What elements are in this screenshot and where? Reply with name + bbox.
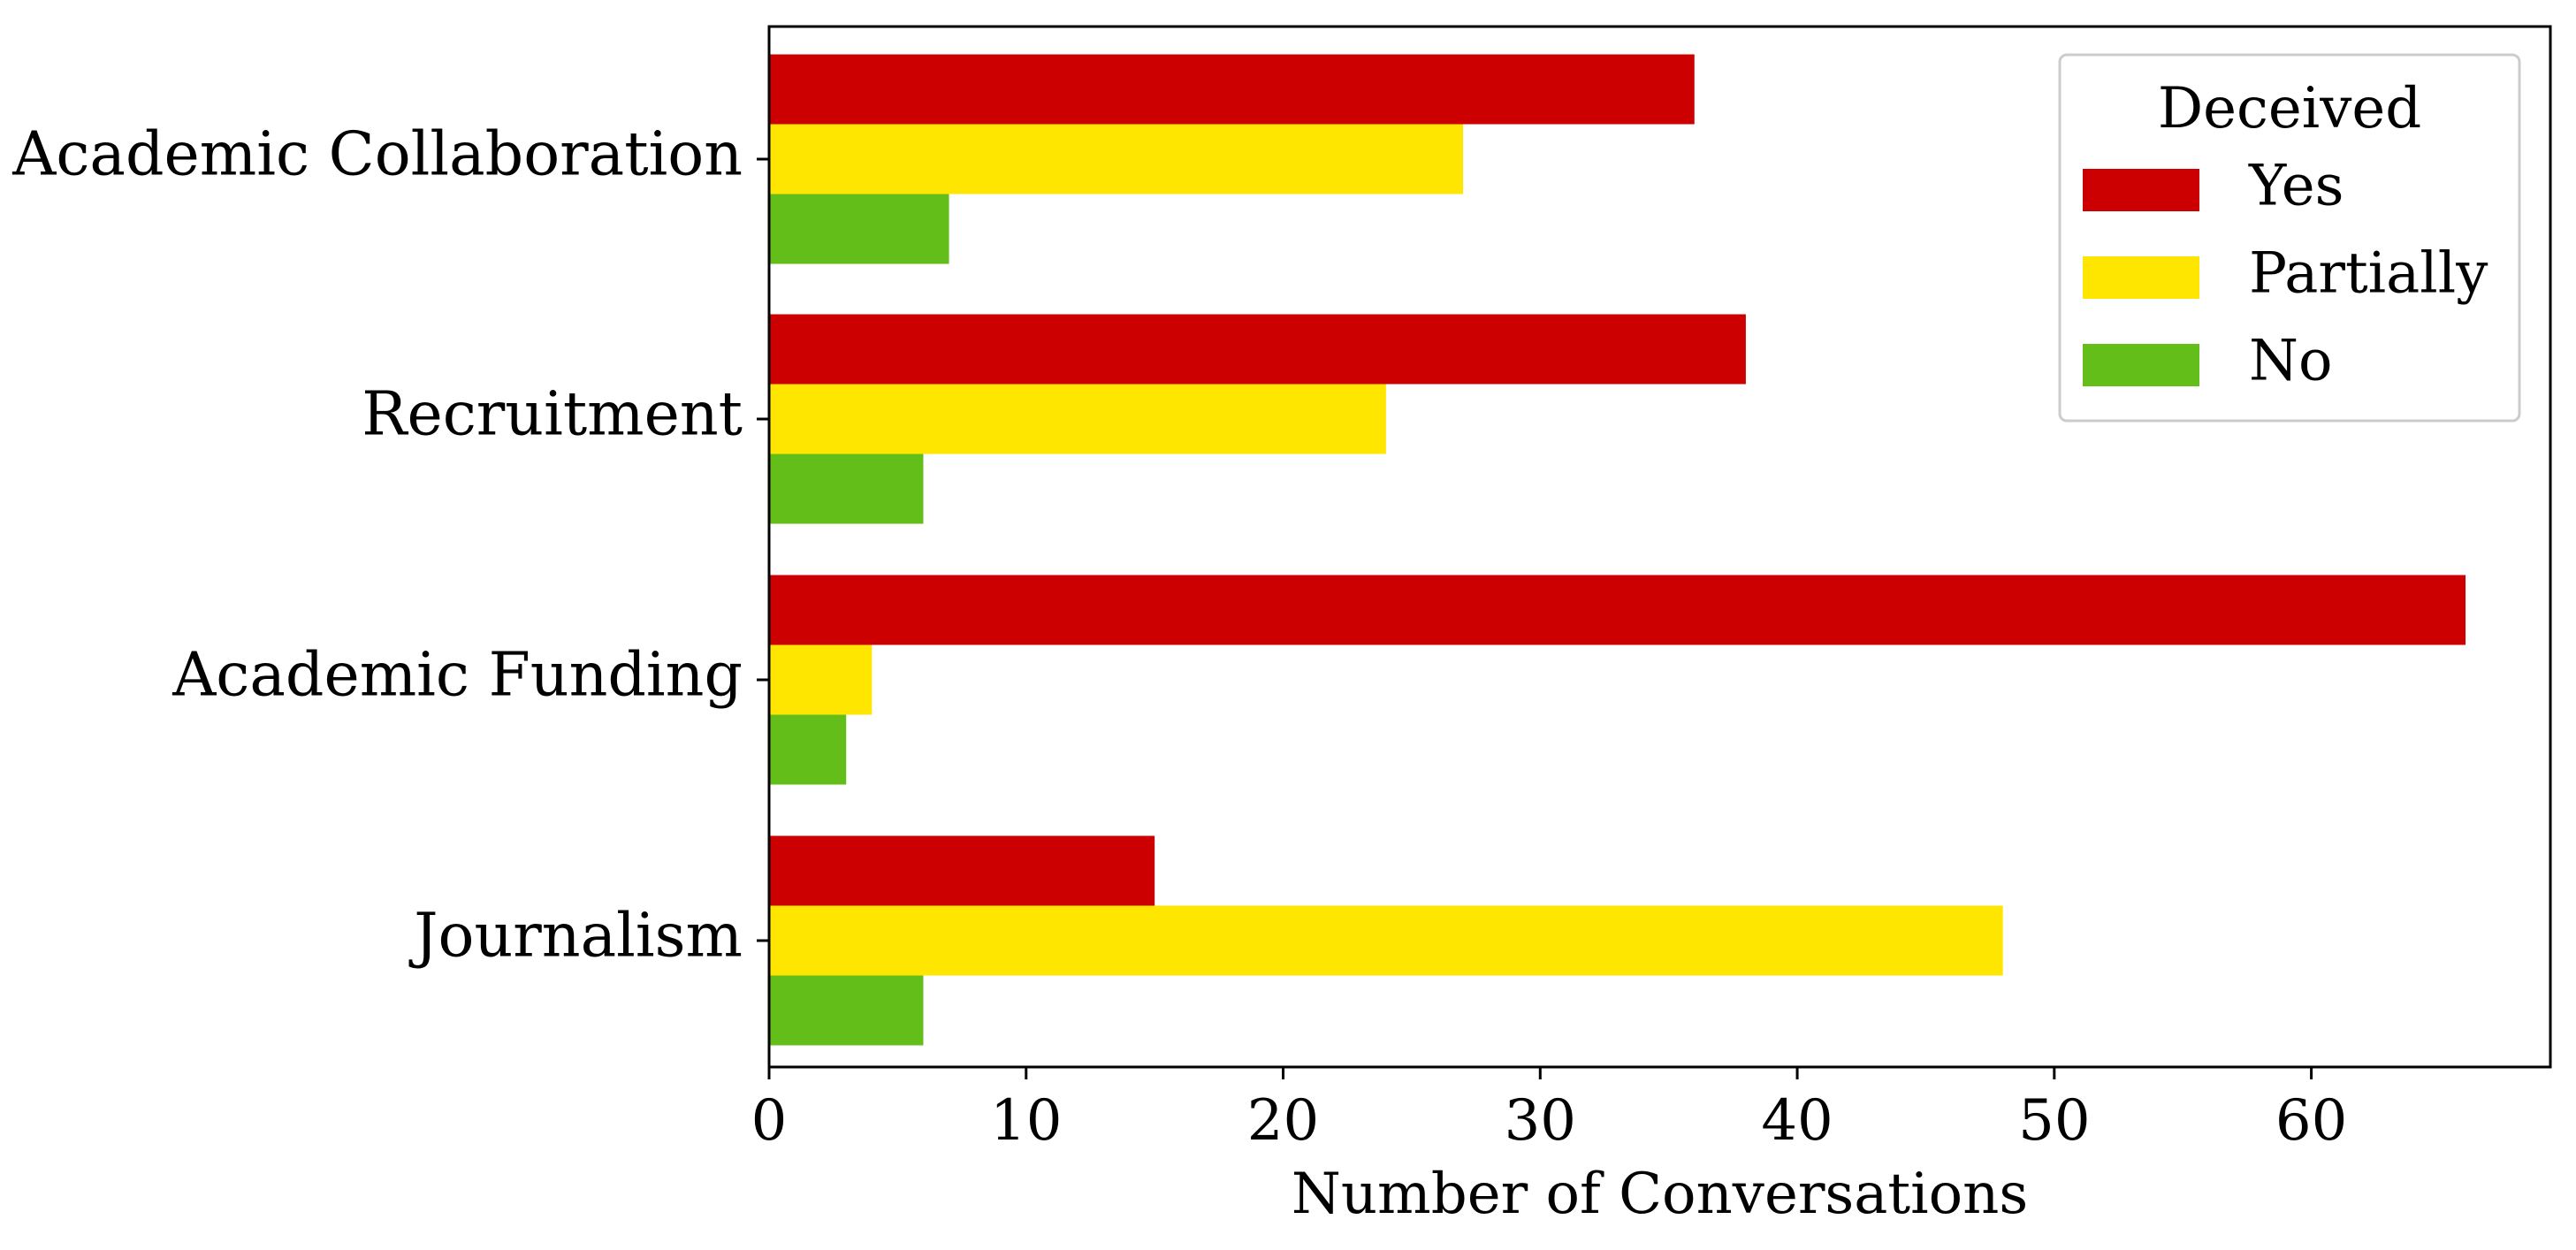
- legend-label-partially: Partially: [2249, 241, 2488, 307]
- legend-label-no: No: [2249, 329, 2333, 394]
- x-tick-label: 0: [751, 1088, 788, 1154]
- legend-items: Yes Partially No: [2083, 154, 2488, 394]
- bar-no-journalism: [769, 975, 924, 1046]
- y-tick-label: Academic Funding: [171, 641, 743, 711]
- x-tick-label: 10: [990, 1088, 1062, 1154]
- legend-swatch-partially: [2083, 256, 2199, 299]
- x-tick-label: 30: [1505, 1088, 1576, 1154]
- legend-swatch-yes: [2083, 169, 2199, 211]
- x-tick-label: 50: [2018, 1088, 2090, 1154]
- x-axis-title: Number of Conversations: [1292, 1162, 2028, 1227]
- legend-swatch-no: [2083, 344, 2199, 386]
- bar-no-recruitment: [769, 454, 924, 524]
- bar-partially-academic-collaboration: [769, 124, 1464, 194]
- bar-partially-academic-funding: [769, 644, 873, 715]
- bar-no-academic-collaboration: [769, 194, 949, 264]
- y-tick-label: Academic Collaboration: [11, 120, 743, 190]
- bars-group: [769, 54, 2466, 1046]
- y-tick-label: Journalism: [408, 902, 743, 972]
- legend-label-yes: Yes: [2248, 154, 2344, 219]
- bar-partially-journalism: [769, 905, 2003, 976]
- bar-yes-academic-collaboration: [769, 54, 1695, 125]
- y-ticks-group: Academic Collaboration Recruitment Academi…: [11, 120, 769, 972]
- bar-partially-recruitment: [769, 384, 1386, 454]
- x-tick-label: 60: [2275, 1088, 2347, 1154]
- x-tick-label: 40: [1761, 1088, 1833, 1154]
- bar-yes-academic-funding: [769, 575, 2466, 645]
- legend-frame: [2058, 53, 2521, 423]
- y-tick-label: Recruitment: [362, 380, 743, 450]
- legend: Deceived Yes Partially No: [2058, 53, 2521, 423]
- bar-yes-journalism: [769, 835, 1155, 906]
- legend-title: Deceived: [2158, 76, 2421, 141]
- plot-frame: [767, 25, 2552, 1069]
- x-ticks-group: 0 10 20 30 40 50 60: [751, 1067, 2347, 1154]
- x-tick-label: 20: [1247, 1088, 1319, 1154]
- bar-yes-recruitment: [769, 314, 1746, 385]
- bar-no-academic-funding: [769, 714, 847, 785]
